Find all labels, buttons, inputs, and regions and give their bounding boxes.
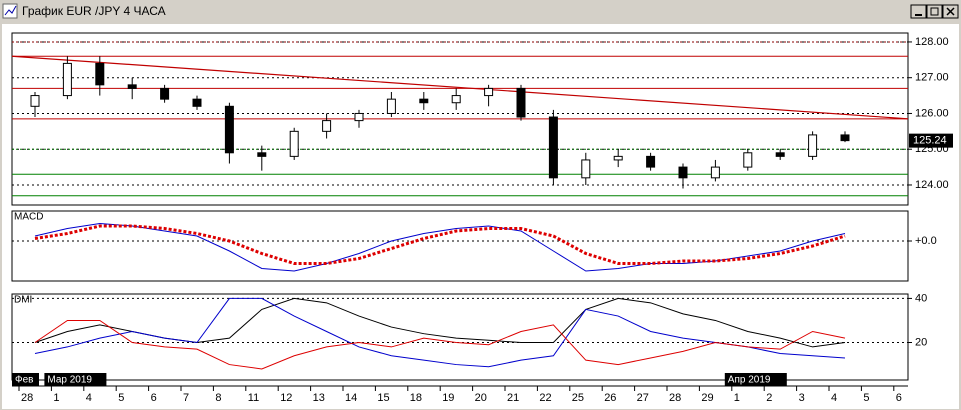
candle-body (354, 112, 364, 122)
x-tick-label: 22 (539, 392, 551, 404)
x-tick-label: 6 (151, 392, 157, 404)
x-tick-label: 6 (896, 392, 902, 404)
candle-body (160, 87, 170, 100)
candle-body (257, 152, 267, 157)
candle-body (484, 87, 494, 97)
close-glyph (946, 7, 955, 16)
x-tick-label: 15 (377, 392, 389, 404)
candle-body (743, 152, 753, 168)
candle-body (710, 166, 720, 179)
candle-body (808, 134, 818, 157)
title-bar (0, 0, 961, 22)
series-line (34, 297, 846, 368)
series-line (34, 224, 846, 265)
candle-body (289, 130, 299, 157)
x-tick-label: 1 (53, 392, 59, 404)
y-tick-label: 124.00 (915, 179, 949, 191)
panel-title: MACD (14, 212, 43, 223)
x-tick-label: 28 (21, 392, 33, 404)
candle-body (386, 98, 396, 114)
window-title: График EUR /JPY 4 ЧАСА (22, 4, 166, 18)
candle-body (516, 87, 526, 118)
candle-body (613, 155, 623, 161)
maximize-glyph (930, 7, 939, 16)
candle-body (322, 120, 332, 132)
x-tick-label: 19 (442, 392, 454, 404)
candle-body (192, 98, 202, 107)
series-line (34, 319, 846, 370)
y-tick-label: 20 (915, 336, 927, 348)
candle-body (581, 159, 591, 179)
panel-frame (11, 293, 909, 381)
x-tick-label: 12 (280, 392, 292, 404)
candle-body (775, 152, 785, 157)
candle-body (419, 98, 429, 104)
month-label: Апр 2019 (728, 375, 771, 386)
x-tick-label: 14 (345, 392, 357, 404)
candle-body (224, 105, 234, 154)
x-tick-label: 5 (118, 392, 124, 404)
last-price-label: 125.24 (913, 135, 947, 147)
x-tick-label: 21 (507, 392, 519, 404)
x-tick-label: 2 (766, 392, 772, 404)
x-tick-label: 11 (248, 392, 259, 404)
x-tick-label: 4 (86, 392, 92, 404)
candle-body (451, 95, 461, 104)
x-tick-label: 4 (831, 392, 837, 404)
month-label: Мар 2019 (47, 375, 92, 386)
last-price-box (909, 133, 953, 148)
month-label-box (12, 373, 39, 386)
month-label-box (44, 373, 107, 386)
month-label: Фев (15, 375, 33, 386)
y-tick-label: 126.00 (915, 107, 949, 119)
chart-area (2, 24, 959, 409)
x-tick-label: 27 (637, 392, 649, 404)
trend-line (11, 55, 909, 120)
plot-layer: 124.00125.00126.00127.00128.00125.24+0.0… (11, 32, 953, 404)
candle-body (646, 155, 656, 168)
x-tick-label: 18 (410, 392, 422, 404)
y-tick-label: 40 (915, 292, 927, 304)
x-tick-label: 26 (604, 392, 616, 404)
x-tick-label: 29 (701, 392, 713, 404)
panel-title: DMI (14, 295, 32, 306)
window-icon-glyph (4, 5, 17, 16)
x-tick-label: 5 (863, 392, 869, 404)
candle-body (840, 134, 850, 142)
y-tick-label: 127.00 (915, 72, 949, 84)
maximize-button[interactable] (926, 4, 943, 19)
x-tick-label: 25 (572, 392, 584, 404)
candle-body (30, 95, 40, 107)
x-tick-label: 13 (313, 392, 325, 404)
candle-body (127, 84, 137, 89)
candle-body (95, 62, 105, 86)
x-tick-label: 3 (799, 392, 805, 404)
candle-body (62, 62, 72, 97)
minimize-button[interactable] (910, 4, 927, 19)
month-label-box (724, 373, 787, 386)
y-tick-label: 128.00 (915, 36, 949, 48)
candle-body (678, 166, 688, 179)
panel-frame (11, 210, 909, 282)
x-tick-label: 8 (215, 392, 221, 404)
y-tick-label: +0.0 (915, 235, 937, 247)
x-tick-label: 20 (475, 392, 487, 404)
x-tick-label: 7 (183, 392, 189, 404)
candle-body (548, 116, 558, 179)
x-tick-label: 1 (734, 392, 740, 404)
x-tick-label: 28 (669, 392, 681, 404)
